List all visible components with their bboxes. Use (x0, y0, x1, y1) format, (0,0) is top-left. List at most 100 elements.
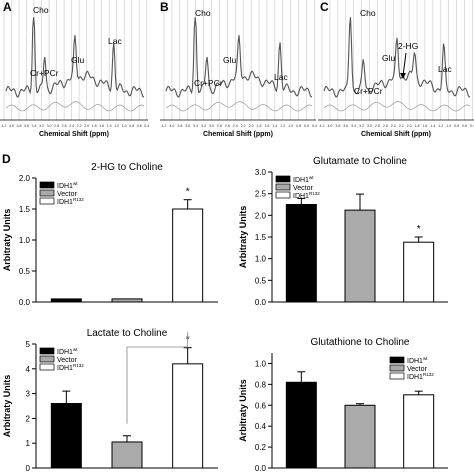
legend-swatch (275, 183, 291, 191)
spectrum-tick-label: 0.8 (129, 124, 134, 128)
y-tick-label: 1.5 (255, 233, 267, 242)
spectrum-peak-label: Lac (108, 36, 122, 46)
spectrum-tick-label: 3.0 (209, 124, 214, 128)
y-tick-label: 0.4 (255, 422, 267, 431)
legend-label: IDH1R132 (407, 372, 434, 381)
spectrum-tick-label: 1.8 (415, 124, 420, 128)
y-tick-label: 0.2 (255, 443, 267, 452)
y-tick-label: 1.0 (255, 255, 267, 264)
spectrum-tick-label: 4.0 (9, 124, 14, 128)
spectrum-tick-label: 1.0 (122, 124, 127, 128)
legend-label: IDH1R132 (57, 197, 84, 206)
legend-label: IDH1R132 (293, 191, 320, 200)
y-tick-label: 1.5 (19, 205, 31, 214)
spectrum-tick-label: 1.4 (430, 124, 435, 128)
legend-swatch (275, 191, 291, 199)
spectrum-tick-label: 3.8 (335, 124, 340, 128)
y-tick-label: 2.5 (255, 190, 267, 199)
spectrum-x-label: Chemical Shift (ppm) (39, 131, 109, 138)
y-tick-label: 2.0 (255, 211, 267, 220)
legend-label: Vector (293, 185, 314, 192)
spectrum-peak-label: Cho (360, 8, 376, 18)
spectrum-tick-label: 3.2 (359, 124, 364, 128)
legend-swatch (39, 355, 55, 363)
legend-swatch (39, 197, 55, 205)
spectrum-tick-label: 0.8 (296, 124, 301, 128)
legend-swatch (389, 372, 405, 380)
peak-arrow (402, 52, 407, 77)
spectrum-panel-letter: A (3, 0, 12, 14)
spectrum-peak-label: Cr+PCr (30, 68, 59, 78)
spectrum-tick-label: 2.8 (375, 124, 380, 128)
spectrum-tick-label: 1.8 (257, 124, 262, 128)
spectrum-peak-label: Glu (223, 55, 237, 65)
spectrum-tick-label: 3.4 (351, 124, 356, 128)
spectrum-peak-label: Cr+PCr (354, 86, 383, 96)
y-tick-label: 0.0 (255, 464, 267, 473)
legend-swatch (39, 189, 55, 197)
significance-bracket (126, 331, 189, 424)
spectrum-tick-label: 0.6 (304, 124, 309, 128)
spectrum-peak-label: Lac (274, 72, 288, 82)
spectrum-tick-label: 2.0 (407, 124, 412, 128)
spectrum-tick-label: 1.8 (92, 124, 97, 128)
spectrum-tick-label: 2.2 (77, 124, 82, 128)
spectrum-tick-label: 3.2 (39, 124, 44, 128)
legend-superscript: R132 (309, 191, 320, 196)
bar (111, 298, 143, 303)
spectrum-tick-label: 4.2 (162, 124, 167, 128)
legend-label: IDH1wt (407, 356, 428, 365)
y-tick-label: 0.6 (255, 401, 267, 410)
spectrum-tick-label: 3.4 (32, 124, 37, 128)
bar (285, 204, 317, 303)
spectrum-tick-label: 4.2 (320, 124, 325, 128)
y-tick-label: 3 (26, 390, 31, 399)
legend-label: IDH1wt (57, 347, 78, 356)
legend-swatch (39, 363, 55, 371)
spectrum-tick-label: 3.0 (367, 124, 372, 128)
legend-label: Vector (407, 366, 428, 373)
y-tick-label: 2.0 (19, 174, 31, 183)
spectrum-tick-label: 2.8 (54, 124, 59, 128)
legend-label: Vector (57, 191, 78, 198)
spectrum-tick-label: 3.8 (177, 124, 182, 128)
y-tick-label: 0.5 (255, 276, 267, 285)
y-tick-label: 1.0 (19, 236, 31, 245)
spectrum-tick-label: 0.6 (462, 124, 467, 128)
spectrum-tick-label: 1.2 (438, 124, 443, 128)
legend-superscript: R132 (73, 363, 84, 368)
spectrum-panel-letter: B (160, 0, 169, 14)
spectrum-x-label: Chemical Shift (ppm) (203, 131, 273, 138)
significance-marker: * (417, 224, 421, 235)
spectrum-tick-label: 2.0 (249, 124, 254, 128)
spectrum-tick-label: 1.2 (280, 124, 285, 128)
spectrum-residual-line (165, 101, 313, 112)
spectrum-tick-label: 3.6 (343, 124, 348, 128)
legend-superscript: wt (309, 175, 314, 180)
legend-superscript: wt (73, 181, 78, 186)
spectrum-tick-label: 1.6 (422, 124, 427, 128)
bar (50, 403, 82, 469)
spectrum-tick-label: 3.6 (24, 124, 29, 128)
spectrum-tick-label: 3.8 (17, 124, 22, 128)
spectrum-tick-label: 2.8 (217, 124, 222, 128)
spectrum-tick-label: 0.4 (470, 124, 474, 128)
spectrum-tick-label: 2.4 (233, 124, 238, 128)
legend-swatch (389, 364, 405, 372)
spectrum-peak-label: Glu (382, 53, 396, 63)
y-tick-label: 1 (26, 439, 31, 448)
bar (172, 363, 204, 469)
spectrum-fit-line (5, 17, 145, 98)
spectrum-residual-line (5, 101, 145, 112)
bar (403, 394, 435, 469)
spectrum-tick-label: 1.6 (99, 124, 104, 128)
bar (172, 208, 204, 303)
spectrum-tick-label: 2.6 (383, 124, 388, 128)
legend-superscript: wt (73, 347, 78, 352)
bar (285, 381, 317, 469)
y-tick-label: 0.0 (255, 298, 267, 307)
legend-superscript: wt (423, 356, 428, 361)
legend-swatch (389, 356, 405, 364)
bar (344, 209, 376, 303)
